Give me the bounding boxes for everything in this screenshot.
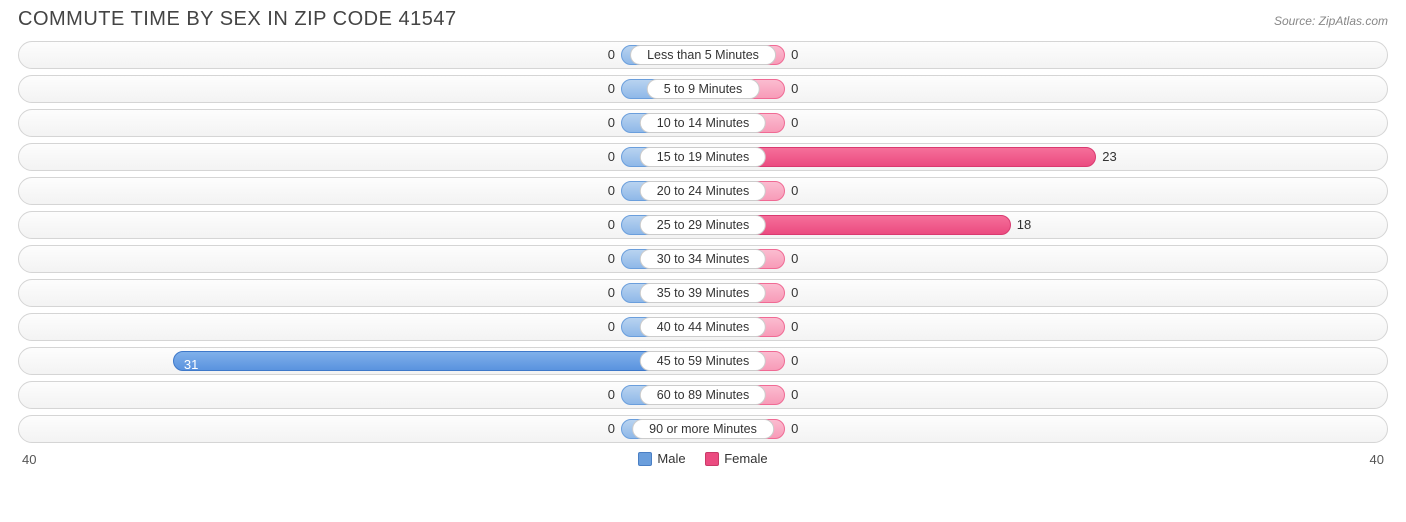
chart-row: 0 0 30 to 34 Minutes — [18, 245, 1388, 273]
chart-container: COMMUTE TIME BY SEX IN ZIP CODE 41547 So… — [0, 0, 1406, 477]
category-label: 5 to 9 Minutes — [647, 79, 760, 99]
legend-female-label: Female — [724, 451, 767, 466]
category-label: 20 to 24 Minutes — [640, 181, 766, 201]
category-label: 10 to 14 Minutes — [640, 113, 766, 133]
male-value: 0 — [608, 382, 615, 408]
category-label: 15 to 19 Minutes — [640, 147, 766, 167]
chart-row: 0 0 Less than 5 Minutes — [18, 41, 1388, 69]
category-label: 90 or more Minutes — [632, 419, 774, 439]
chart-row: 0 0 90 or more Minutes — [18, 415, 1388, 443]
male-value: 0 — [608, 110, 615, 136]
category-label: 30 to 34 Minutes — [640, 249, 766, 269]
male-value: 0 — [608, 144, 615, 170]
chart-body: 0 0 Less than 5 Minutes 0 0 5 to 9 Minutes 0 0 1… — [0, 41, 1406, 443]
category-label: 45 to 59 Minutes — [640, 351, 766, 371]
female-value: 23 — [1102, 144, 1116, 170]
male-value: 0 — [608, 280, 615, 306]
female-value: 0 — [791, 42, 798, 68]
chart-row: 0 0 20 to 24 Minutes — [18, 177, 1388, 205]
category-label: Less than 5 Minutes — [630, 45, 776, 65]
category-label: 35 to 39 Minutes — [640, 283, 766, 303]
category-label: 60 to 89 Minutes — [640, 385, 766, 405]
male-value: 0 — [608, 42, 615, 68]
female-value: 0 — [791, 280, 798, 306]
female-value: 0 — [791, 178, 798, 204]
header: COMMUTE TIME BY SEX IN ZIP CODE 41547 So… — [0, 0, 1406, 41]
female-value: 0 — [791, 76, 798, 102]
female-value: 0 — [791, 416, 798, 442]
male-value: 31 — [184, 352, 198, 378]
chart-row: 0 0 60 to 89 Minutes — [18, 381, 1388, 409]
female-value: 0 — [791, 348, 798, 374]
chart-title: COMMUTE TIME BY SEX IN ZIP CODE 41547 — [18, 8, 457, 31]
category-label: 25 to 29 Minutes — [640, 215, 766, 235]
legend: Male Female — [36, 451, 1369, 469]
male-value: 0 — [608, 76, 615, 102]
female-value: 0 — [791, 110, 798, 136]
category-label: 40 to 44 Minutes — [640, 317, 766, 337]
chart-row: 0 0 5 to 9 Minutes — [18, 75, 1388, 103]
female-value: 0 — [791, 382, 798, 408]
male-value: 0 — [608, 178, 615, 204]
male-value: 0 — [608, 416, 615, 442]
female-value: 18 — [1017, 212, 1031, 238]
chart-row: 0 0 35 to 39 Minutes — [18, 279, 1388, 307]
female-value: 0 — [791, 314, 798, 340]
chart-row: 0 0 10 to 14 Minutes — [18, 109, 1388, 137]
female-value: 0 — [791, 246, 798, 272]
axis-max-left: 40 — [22, 452, 36, 467]
chart-row: 0 18 25 to 29 Minutes — [18, 211, 1388, 239]
chart-row: 0 0 40 to 44 Minutes — [18, 313, 1388, 341]
male-swatch-icon — [638, 452, 652, 466]
chart-row: 31 0 45 to 59 Minutes — [18, 347, 1388, 375]
axis-max-right: 40 — [1370, 452, 1384, 467]
legend-male-label: Male — [657, 451, 685, 466]
source-credit: Source: ZipAtlas.com — [1274, 8, 1388, 28]
legend-female: Female — [705, 451, 767, 466]
male-bar: 31 — [173, 351, 703, 371]
legend-male: Male — [638, 451, 685, 466]
female-swatch-icon — [705, 452, 719, 466]
male-value: 0 — [608, 314, 615, 340]
male-value: 0 — [608, 246, 615, 272]
male-value: 0 — [608, 212, 615, 238]
chart-footer: 40 Male Female 40 — [0, 449, 1406, 477]
chart-row: 0 23 15 to 19 Minutes — [18, 143, 1388, 171]
